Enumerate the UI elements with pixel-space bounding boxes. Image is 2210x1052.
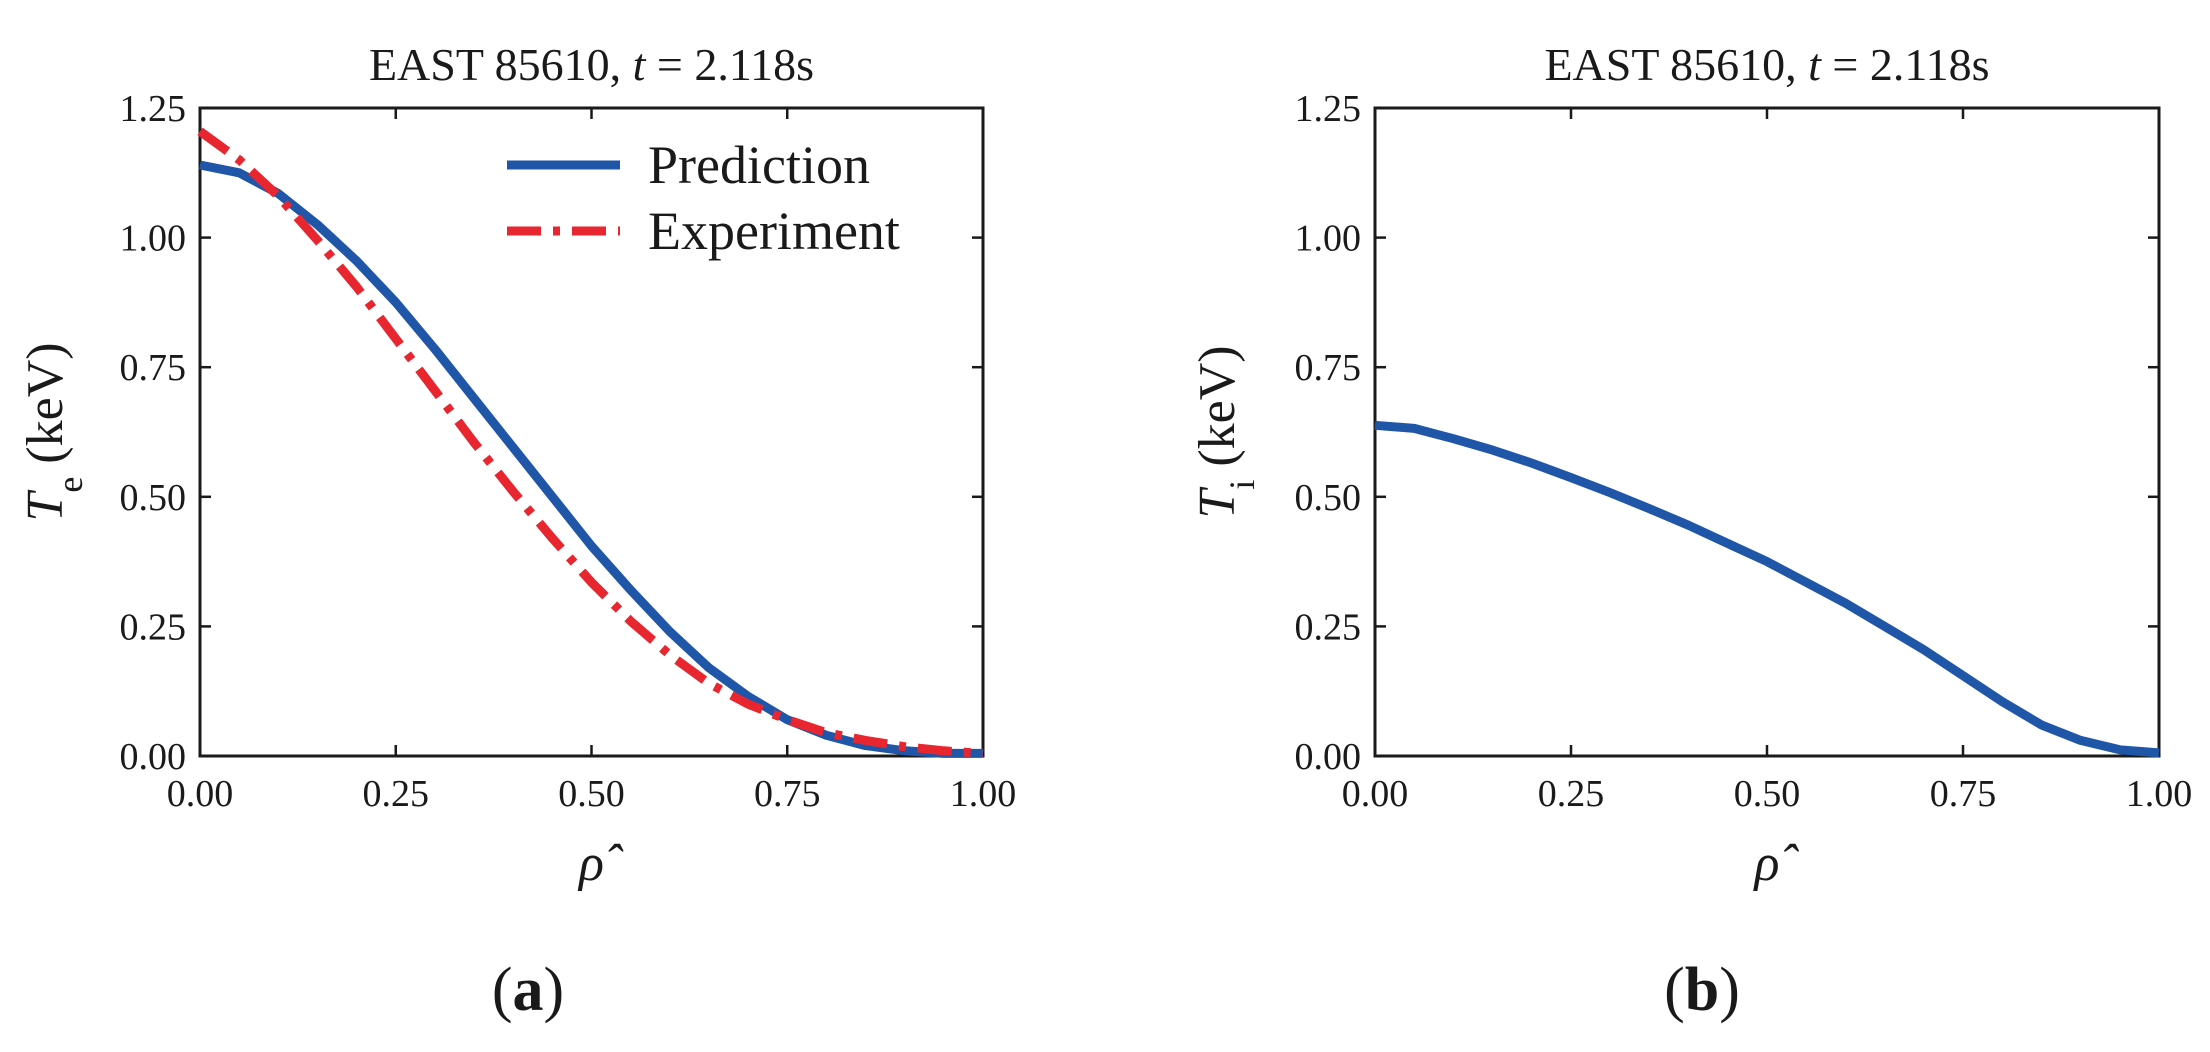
x-tick-label: 0.25 xyxy=(363,773,430,815)
chart-title-suffix: = 2.118s xyxy=(1821,39,1990,90)
panel-label-open: ( xyxy=(492,956,513,1024)
panel-label: (b) xyxy=(1664,956,1740,1024)
chart-title-var: t xyxy=(633,39,647,90)
series-line-experiment xyxy=(197,127,984,758)
y-label-unit: (keV) xyxy=(1189,345,1246,479)
y-label-unit: (keV) xyxy=(17,342,74,476)
x-tick-label: 1.00 xyxy=(950,773,1017,815)
y-tick-label: 1.25 xyxy=(120,88,187,130)
panel-label-close: ) xyxy=(1719,956,1740,1024)
legend-label-prediction: Prediction xyxy=(648,135,870,195)
y-tick-label: 1.25 xyxy=(1295,88,1362,130)
panel-label-open: ( xyxy=(1664,956,1685,1024)
chart-panel-b: 0.00 0.25 0.50 0.75 1.00 0.00 0.25 0.50 0.75 1.00… xyxy=(1189,39,2192,1024)
legend-label-experiment: Experiment xyxy=(648,201,900,261)
panel-label: (a) xyxy=(492,956,564,1024)
y-tick-label: 1.00 xyxy=(120,218,187,260)
chart-title-prefix: EAST 85610, xyxy=(1544,39,1808,90)
y-tick-label: 0.75 xyxy=(1295,347,1362,389)
x-tick-label: 0.25 xyxy=(1538,773,1605,815)
y-axis-label: Te (keV) xyxy=(17,342,90,521)
x-tick-label: 0.50 xyxy=(1734,773,1801,815)
x-tick-label: 0.50 xyxy=(558,773,625,815)
y-tick-label: 1.00 xyxy=(1295,218,1362,260)
y-axis-label: Ti (keV) xyxy=(1189,345,1262,518)
chart-title-prefix: EAST 85610, xyxy=(369,39,633,90)
y-tick-label: 0.50 xyxy=(120,477,187,519)
y-label-subscript: i xyxy=(1222,480,1262,490)
y-label-symbol: T xyxy=(1189,487,1246,519)
y-tick-label: 0.25 xyxy=(1295,606,1362,648)
chart-title: EAST 85610, t = 2.118s xyxy=(369,39,814,90)
series-line-prediction xyxy=(199,160,983,758)
x-tick-label: 0.75 xyxy=(1930,773,1997,815)
panel-label-close: ) xyxy=(544,956,565,1024)
y-tick-label: 0.25 xyxy=(120,606,187,648)
y-tick-label: 0.00 xyxy=(120,736,187,778)
chart-panel-a: 0.00 0.25 0.50 0.75 1.00 0.00 0.25 0.50 0.75 1.00… xyxy=(17,39,1016,1024)
x-tick-label: 0.00 xyxy=(167,773,234,815)
chart-title-var: t xyxy=(1808,39,1822,90)
panel-label-letter: a xyxy=(513,956,544,1024)
y-tick-label: 0.50 xyxy=(1295,477,1362,519)
x-axis-label: ρ̂ xyxy=(1753,835,1800,892)
series-line-profile xyxy=(1374,420,2160,758)
y-label-subscript: e xyxy=(50,477,90,493)
x-axis-label: ρ̂ xyxy=(577,835,624,892)
y-tick-label: 0.75 xyxy=(120,347,187,389)
plot-frame xyxy=(1373,106,2161,758)
x-tick-label: 0.75 xyxy=(754,773,821,815)
x-tick-label: 0.00 xyxy=(1342,773,1409,815)
chart-title-suffix: = 2.118s xyxy=(645,39,814,90)
chart-title: EAST 85610, t = 2.118s xyxy=(1544,39,1989,90)
y-label-symbol: T xyxy=(17,490,74,522)
panel-label-letter: b xyxy=(1685,956,1719,1024)
x-tick-label: 1.00 xyxy=(2126,773,2193,815)
y-tick-label: 0.00 xyxy=(1295,736,1362,778)
